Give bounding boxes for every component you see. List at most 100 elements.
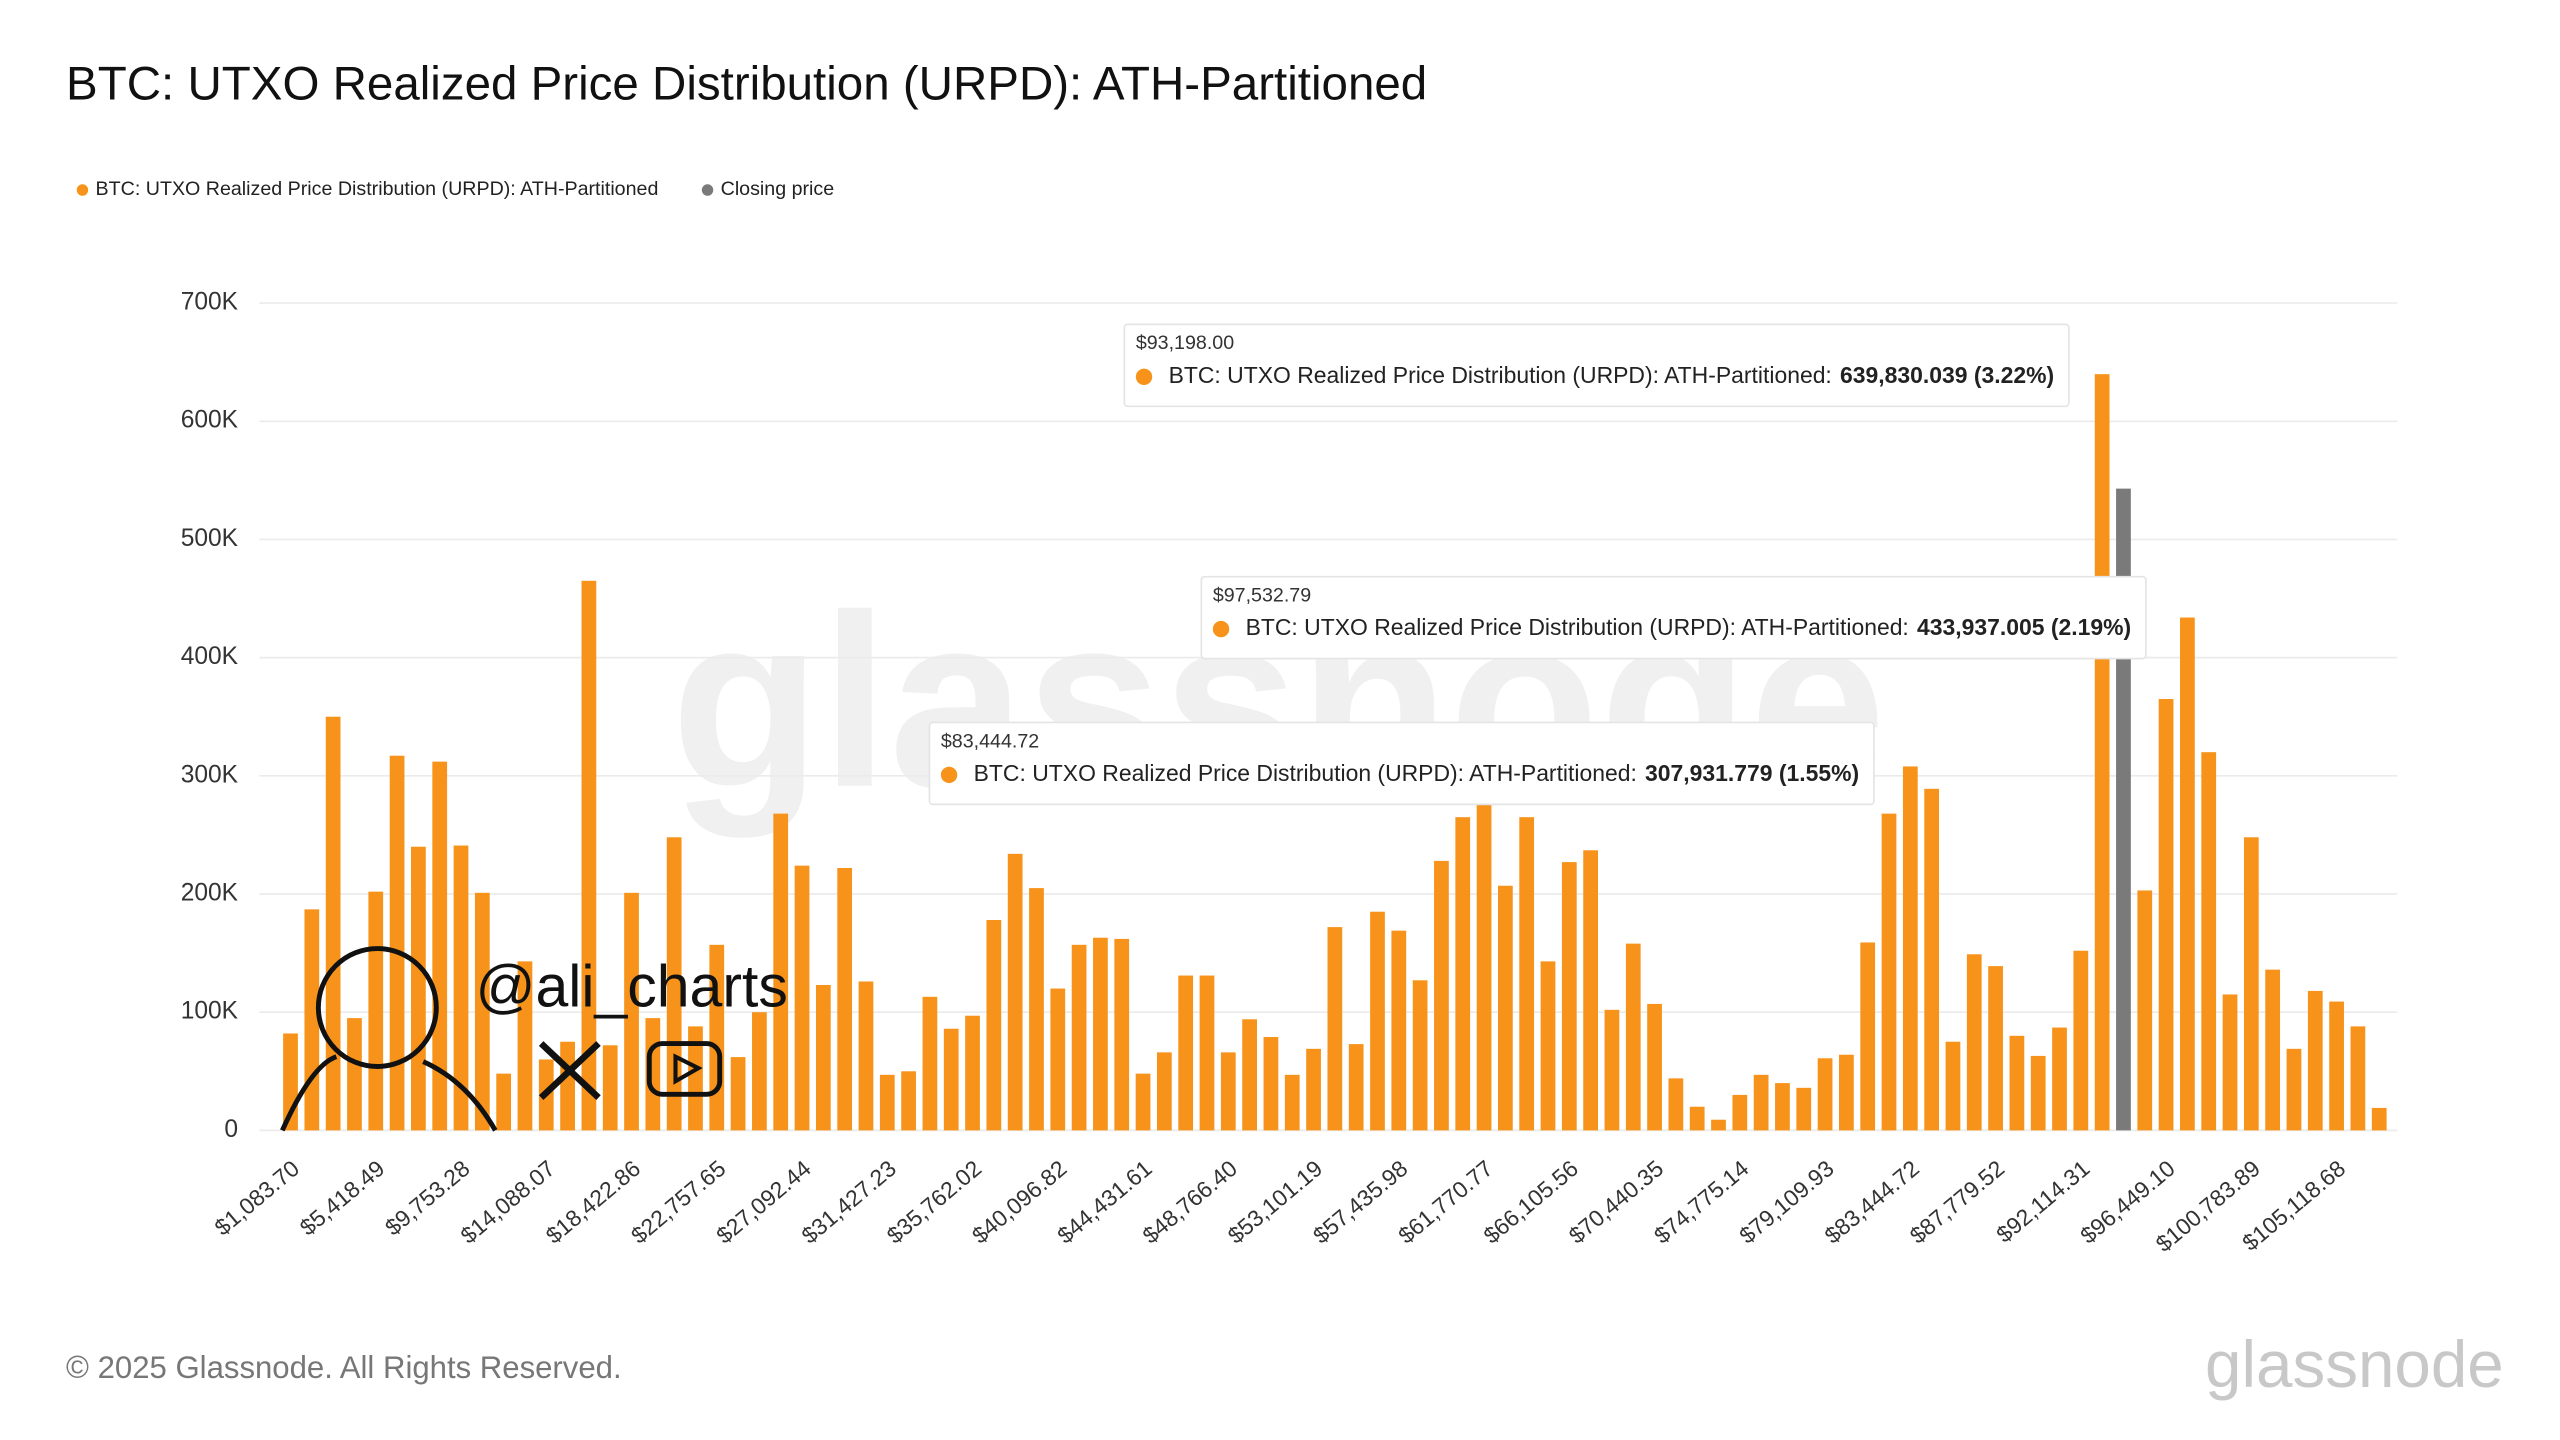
- tooltip-price: $97,532.79: [1213, 585, 1311, 607]
- x-tick-label: $44,431.61: [1052, 1155, 1157, 1249]
- bar: [581, 580, 597, 1131]
- legend-label: Closing price: [721, 178, 835, 200]
- x-tick-label: $70,440.35: [1564, 1155, 1669, 1249]
- bar: [1434, 860, 1449, 1131]
- bar: [1114, 938, 1130, 1131]
- bar: [411, 846, 426, 1131]
- bar: [1242, 1019, 1257, 1131]
- bar: [2307, 990, 2323, 1131]
- bar: [2222, 994, 2238, 1131]
- x-tick-label: $66,105.56: [1478, 1155, 1583, 1249]
- bar: [2137, 890, 2153, 1131]
- brand: glassnode: [2205, 1328, 2504, 1401]
- bar: [1348, 1044, 1364, 1131]
- tooltip-box: [928, 721, 1875, 806]
- bar: [560, 1041, 575, 1131]
- bar: [1519, 817, 1535, 1131]
- x-tick-label: $61,770.77: [1393, 1155, 1498, 1249]
- bar: [1497, 885, 1513, 1131]
- bar: [2073, 950, 2089, 1131]
- bar: [2158, 698, 2174, 1131]
- bar: [2329, 1001, 2344, 1131]
- x-tick-label: $83,444.72: [1819, 1155, 1924, 1249]
- y-tick-label: 600K: [181, 407, 239, 434]
- bar: [1540, 961, 1556, 1131]
- bar: [986, 920, 1002, 1131]
- bar: [432, 761, 448, 1131]
- bar: [1881, 813, 1897, 1131]
- tooltip-label: BTC: UTXO Realized Price Distribution (U…: [974, 760, 1637, 786]
- bar: [602, 1045, 618, 1131]
- tooltip-price: $83,444.72: [941, 730, 1039, 752]
- legend-label: BTC: UTXO Realized Price Distribution (U…: [96, 178, 659, 200]
- bar: [1924, 788, 1940, 1131]
- bar: [2030, 1055, 2046, 1131]
- x-tick-label: $35,762.02: [882, 1155, 987, 1249]
- bar: [1050, 988, 1066, 1131]
- bar: [794, 865, 810, 1131]
- bar: [1583, 850, 1598, 1131]
- bar: [453, 845, 469, 1131]
- y-tick-label: 700K: [181, 289, 239, 316]
- bar: [1093, 937, 1108, 1131]
- bar: [1220, 1052, 1236, 1131]
- tooltip-value: 433,937.005 (2.19%): [1917, 614, 2131, 640]
- chart-title: BTC: UTXO Realized Price Distribution (U…: [66, 57, 1427, 110]
- bar: [1668, 1078, 1684, 1131]
- credit-badge: @ali_charts: [280, 946, 788, 1132]
- bar: [2180, 617, 2195, 1131]
- x-tick-label: $87,779.52: [1905, 1155, 2010, 1249]
- bar: [815, 985, 831, 1131]
- tooltip: $97,532.79 BTC: UTXO Realized Price Distr…: [1200, 575, 2147, 660]
- bar: [2350, 1026, 2366, 1131]
- x-tick-label: $22,757.65: [626, 1155, 731, 1249]
- bar: [325, 716, 341, 1131]
- bar: [1839, 1054, 1854, 1131]
- tooltip-label: BTC: UTXO Realized Price Distribution (U…: [1246, 614, 1909, 640]
- tooltip: $83,444.72 BTC: UTXO Realized Price Distr…: [928, 721, 1875, 806]
- bar: [901, 1071, 916, 1131]
- bar: [1263, 1037, 1279, 1131]
- y-tick-label: 0: [224, 1116, 238, 1143]
- bar: [1753, 1074, 1769, 1131]
- bar: [1412, 980, 1428, 1131]
- tooltip-box: [1123, 323, 2070, 408]
- bar: [1135, 1073, 1151, 1131]
- x-tick-label: $18,422.86: [541, 1155, 646, 1249]
- tooltip: $93,198.00 BTC: UTXO Realized Price Distr…: [1123, 323, 2070, 408]
- bar: [496, 1073, 512, 1131]
- x-tick-label: $40,096.82: [967, 1155, 1072, 1249]
- bar: [2286, 1048, 2302, 1131]
- youtube-icon: [646, 1041, 723, 1097]
- bar: [1306, 1048, 1321, 1131]
- legend-swatch: [701, 184, 714, 196]
- y-tick-label: 500K: [181, 525, 239, 552]
- bar: [2243, 837, 2259, 1131]
- bar: [1775, 1083, 1790, 1131]
- bar: [837, 868, 853, 1131]
- bar: [1476, 793, 1492, 1131]
- x-tick-label: $53,101.19: [1223, 1155, 1328, 1249]
- bar: [347, 1018, 362, 1131]
- credit: @ali_charts: [476, 955, 788, 1020]
- bar: [879, 1074, 895, 1131]
- bar: [730, 1057, 746, 1131]
- y-tick-label: 100K: [181, 998, 239, 1025]
- bar: [1284, 1074, 1300, 1131]
- bar: [1625, 943, 1641, 1131]
- bar: [1071, 944, 1087, 1131]
- y-tick-label: 400K: [181, 643, 239, 670]
- bar: [1945, 1041, 1961, 1131]
- bar: [752, 1012, 767, 1131]
- bar: [1561, 862, 1577, 1131]
- bar: [2265, 969, 2281, 1131]
- bar: [773, 813, 789, 1131]
- bar: [1391, 930, 1407, 1131]
- bar: [922, 996, 938, 1131]
- bar: [1732, 1094, 1748, 1131]
- play-icon: [673, 1053, 703, 1085]
- bar: [517, 961, 533, 1131]
- tooltip-swatch: [1135, 368, 1153, 385]
- bar: [2201, 752, 2217, 1131]
